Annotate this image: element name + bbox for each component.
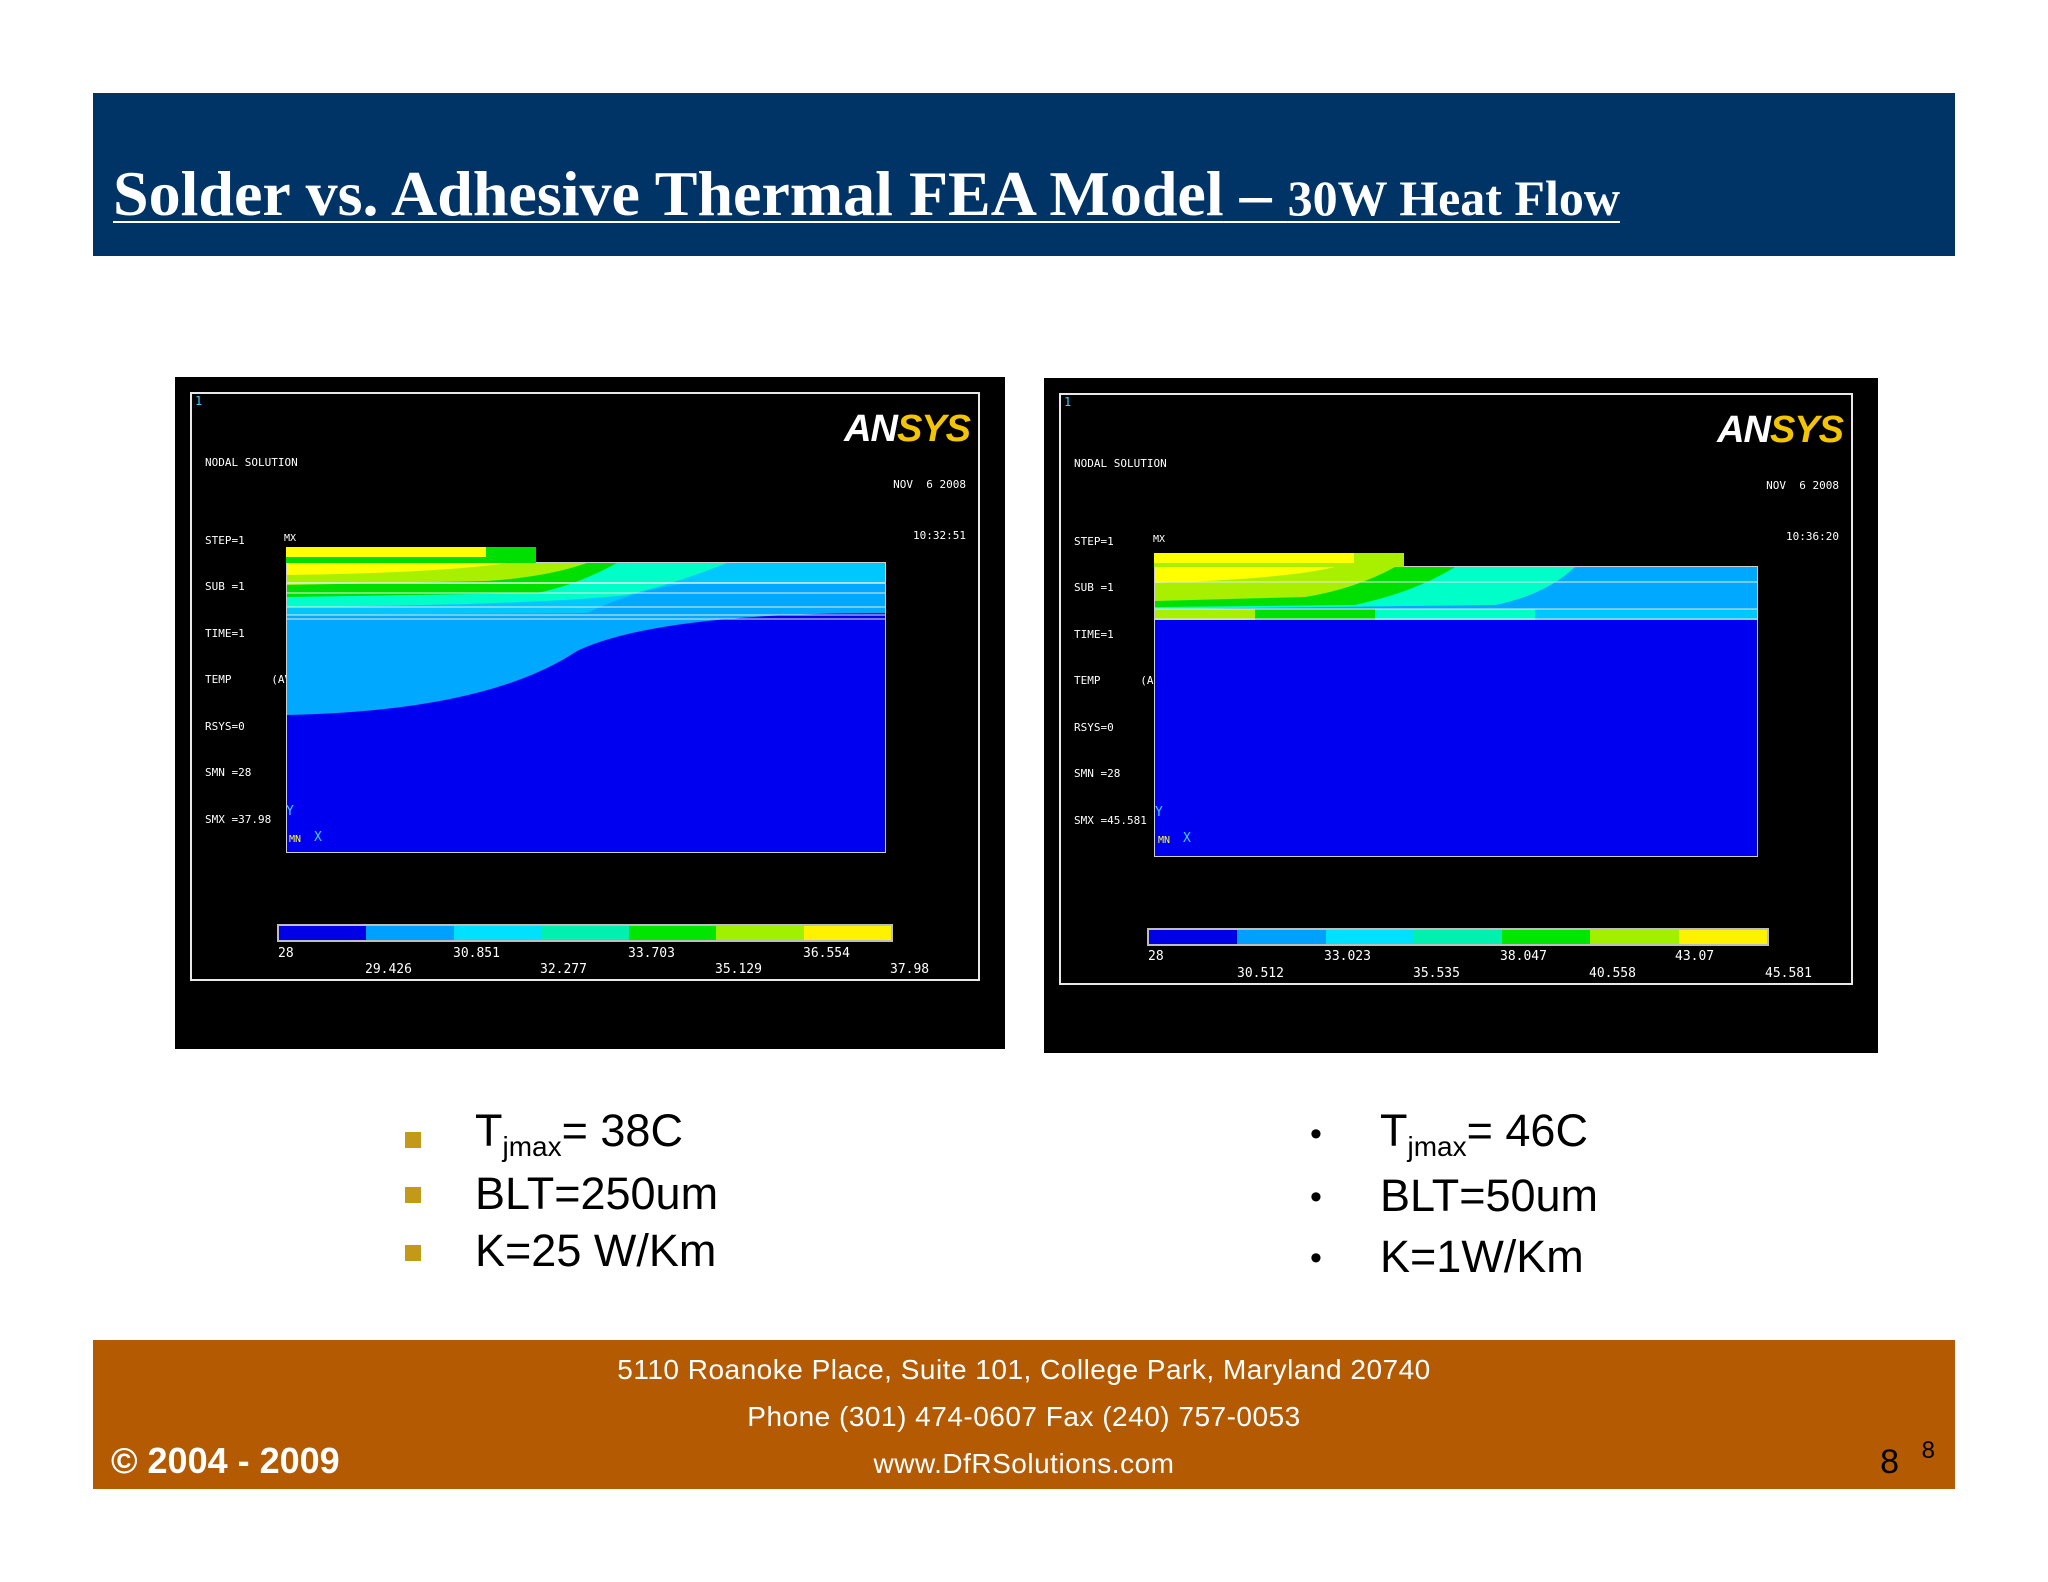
info-line: SUB =1 (205, 580, 245, 593)
color-legend-bar (277, 924, 893, 942)
square-bullet-icon (405, 1245, 421, 1261)
axis-x-label: X (1183, 831, 1191, 846)
legend-swatch (716, 926, 804, 940)
legend-label: 38.047 (1500, 949, 1547, 964)
legend-swatch (1325, 930, 1414, 944)
window-number: 1 (195, 394, 203, 408)
info-line: STEP=1 (205, 533, 245, 547)
legend-label: 33.703 (628, 946, 675, 961)
ansys-logo: ANSYS (844, 408, 971, 450)
timestamp: NOV 6 2008 10:36:20 (1766, 443, 1839, 579)
legend-label: 43.07 (1675, 949, 1715, 964)
max-marker: MX (1153, 534, 1166, 545)
bullet-text: BLT=50um (1380, 1170, 1599, 1221)
window-number: 1 (1064, 395, 1072, 409)
info-line: NODAL SOLUTION (1074, 457, 1167, 470)
title-dash: – (1223, 158, 1288, 229)
ansys-logo: ANSYS (1717, 409, 1844, 451)
legend-label: 37.98 (890, 962, 930, 977)
info-line: SMN =28 (1074, 767, 1121, 780)
min-marker: MN (1158, 835, 1171, 846)
bullet-text: BLT=250um (475, 1168, 719, 1219)
date-label: NOV 6 2008 (1766, 479, 1839, 492)
legend-label: 29.426 (365, 962, 412, 977)
legend-label: 35.129 (715, 962, 762, 977)
axis-y-label: Y (1155, 805, 1163, 820)
legend-label: 30.512 (1237, 966, 1284, 981)
die-hotspot (1154, 553, 1354, 563)
axis-y-label: Y (286, 804, 294, 819)
bullet-list-adhesive: • Tjmax= 46C • BLT=50um • K=1W/Km (1310, 1105, 1760, 1285)
die-hotspot (286, 547, 486, 557)
legend-label: 30.851 (453, 946, 500, 961)
info-line: NODAL SOLUTION (205, 456, 298, 469)
legend-swatch (1502, 930, 1591, 944)
title-bar: Solder vs. Adhesive Thermal FEA Model – … (93, 93, 1955, 256)
bullet-text: Tjmax= 46C (1380, 1105, 1588, 1162)
info-line: RSYS=0 (1074, 720, 1114, 734)
legend-label: 32.277 (540, 962, 587, 977)
info-line: TIME=1 (205, 626, 245, 640)
footer-bar: 5110 Roanoke Place, Suite 101, College P… (93, 1340, 1955, 1489)
round-bullet-icon: • (1310, 1178, 1322, 1216)
title-main: Solder vs. Adhesive Thermal FEA Model (113, 158, 1224, 229)
time-label: 10:36:20 (1786, 530, 1839, 543)
legend-swatch (1413, 930, 1503, 944)
legend-label: 40.558 (1589, 966, 1636, 981)
fea-panel-adhesive: 1 NODAL SOLUTION STEP=1 SUB =1 TIME=1 TE… (1044, 378, 1878, 1053)
page-number-small: 8 (1921, 1437, 1935, 1464)
page-title: Solder vs. Adhesive Thermal FEA Model – … (113, 157, 1620, 231)
fea-frame: 1 NODAL SOLUTION STEP=1 SUB =1 TIME=1 TE… (1059, 393, 1853, 985)
round-bullet-icon: • (1310, 1115, 1322, 1153)
legend-swatch (1590, 930, 1679, 944)
axis-x-label: X (314, 830, 322, 845)
legend-swatch (366, 926, 454, 940)
footer-website: www.DfRSolutions.com (873, 1448, 1175, 1479)
max-marker: MX (284, 533, 297, 544)
bullet-text: Tjmax= 38C (475, 1105, 683, 1162)
footer-phone: Phone (301) 474-0607 Fax (240) 757-0053 (747, 1401, 1301, 1432)
color-legend-bar (1147, 928, 1769, 946)
round-bullet-icon: • (1310, 1239, 1322, 1277)
title-subtitle: 30W Heat Flow (1287, 170, 1620, 226)
legend-swatch (453, 926, 542, 940)
contour-plot (1154, 566, 1758, 857)
legend-swatch (1678, 930, 1767, 944)
bullet-text: K=1W/Km (1380, 1231, 1584, 1282)
legend-swatch (1149, 930, 1238, 944)
time-label: 10:32:51 (913, 529, 966, 542)
info-line: SMX =37.98 (205, 812, 272, 826)
square-bullet-icon (405, 1187, 421, 1203)
info-line: SMX =45.581 (1074, 813, 1147, 827)
info-line: TIME=1 (1074, 627, 1114, 641)
page-number: 8 (1880, 1443, 1899, 1481)
min-marker: MN (289, 834, 302, 845)
date-label: NOV 6 2008 (893, 478, 966, 491)
legend-label: 33.023 (1324, 949, 1371, 964)
legend-swatch (541, 926, 629, 940)
bullet-list-solder: Tjmax= 38C BLT=250um K=25 W/Km (405, 1105, 855, 1285)
bullet-text: K=25 W/Km (475, 1225, 717, 1276)
info-line: SUB =1 (1074, 581, 1114, 594)
info-line: SMN =28 (205, 766, 252, 779)
info-line: STEP=1 (1074, 534, 1114, 548)
legend-swatch (1237, 930, 1326, 944)
legend-label: 45.581 (1765, 966, 1812, 981)
legend-label: 36.554 (803, 946, 850, 961)
info-line: RSYS=0 (205, 719, 245, 733)
legend-label: 28 (1148, 949, 1164, 964)
legend-label: 35.535 (1413, 966, 1460, 981)
legend-swatch (628, 926, 717, 940)
copyright: © 2004 - 2009 (111, 1440, 340, 1481)
timestamp: NOV 6 2008 10:32:51 (893, 442, 966, 578)
legend-swatch (279, 926, 367, 940)
footer-address: 5110 Roanoke Place, Suite 101, College P… (617, 1354, 1431, 1385)
legend-swatch (803, 926, 891, 940)
legend-label: 28 (278, 946, 294, 961)
square-bullet-icon (405, 1132, 421, 1148)
contour-plot (286, 562, 886, 853)
fea-panel-solder: 1 NODAL SOLUTION STEP=1 SUB =1 TIME=1 TE… (175, 377, 1005, 1049)
fea-frame: 1 NODAL SOLUTION STEP=1 SUB =1 TIME=1 TE… (190, 392, 980, 981)
